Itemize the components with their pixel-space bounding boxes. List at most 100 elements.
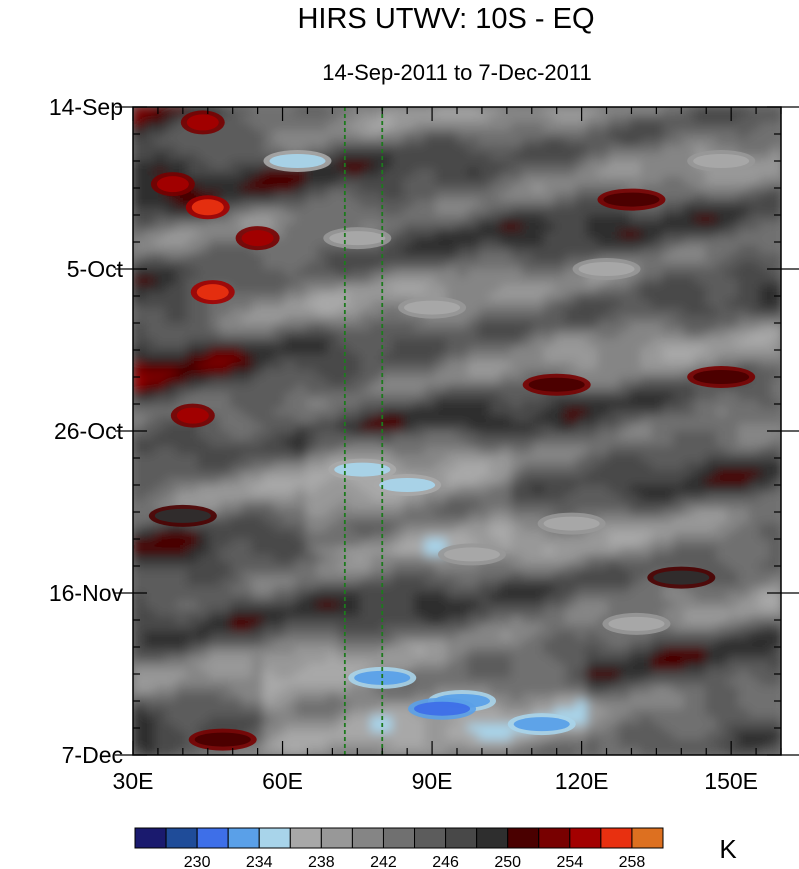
field-cell (629, 338, 642, 347)
field-cell (597, 593, 609, 602)
field-cell (575, 438, 588, 448)
field-cell (187, 315, 199, 324)
field-cell (165, 369, 177, 378)
field-cell (273, 685, 285, 695)
field-cell (251, 307, 264, 317)
field-cell (446, 353, 458, 363)
field-cell (338, 492, 350, 502)
field-cell (586, 122, 599, 131)
field-cell (349, 130, 361, 139)
field-cell (500, 392, 512, 401)
field-cell (727, 585, 739, 594)
field-cell (327, 384, 339, 394)
field-cell (392, 469, 404, 479)
field-cell (457, 677, 469, 687)
field-cell (619, 107, 631, 116)
field-cell (295, 276, 307, 286)
field-cell (316, 654, 329, 664)
field-cell (424, 431, 437, 440)
field-cell (500, 137, 512, 147)
field-cell (435, 330, 447, 340)
field-cell (500, 369, 512, 378)
field-cell (187, 469, 199, 479)
field-cell (392, 107, 404, 116)
field-cell (241, 500, 253, 509)
field-cell (349, 731, 361, 741)
field-cell (673, 130, 685, 139)
field-cell (424, 353, 437, 363)
field-cell (133, 546, 145, 556)
field-cell (392, 608, 404, 617)
field-cell (424, 569, 437, 579)
field-cell (683, 122, 696, 131)
field-cell (770, 485, 781, 494)
field-cell (133, 485, 145, 494)
field-cell (273, 215, 285, 224)
field-cell (133, 685, 145, 695)
field-cell (521, 191, 534, 201)
field-cell (565, 539, 577, 548)
field-cell (230, 469, 242, 479)
field-cell (457, 593, 469, 602)
field-cell (381, 107, 393, 116)
field-cell (338, 346, 350, 355)
field-cell (295, 531, 307, 540)
field-cell (565, 731, 577, 741)
field-cell (521, 608, 534, 617)
field-cell (143, 269, 156, 278)
field-cell (521, 330, 534, 340)
field-cell (424, 423, 437, 432)
field-cell (370, 307, 383, 317)
field-cell (273, 230, 285, 239)
field-cell (662, 446, 674, 455)
field-cell (273, 639, 285, 648)
field-cell (597, 176, 609, 185)
field-cell (586, 739, 599, 749)
field-cell (467, 577, 480, 587)
field-cell (349, 261, 361, 270)
field-cell (565, 207, 577, 216)
field-cell (554, 253, 566, 263)
field-cell (532, 261, 545, 270)
field-cell (143, 508, 156, 517)
field-cell (640, 222, 653, 232)
field-cell (241, 492, 253, 502)
field-cell (403, 215, 415, 224)
field-cell (133, 623, 145, 633)
field-cell (683, 168, 696, 178)
field-cell (403, 431, 415, 440)
field-cell (381, 245, 393, 255)
field-cell (554, 647, 566, 656)
field-cell (316, 107, 329, 116)
field-cell (316, 639, 329, 648)
field-cell (165, 631, 177, 641)
field-cell (187, 438, 199, 448)
field-cell (478, 724, 491, 733)
field-cell (284, 423, 296, 432)
field-cell (143, 400, 156, 409)
field-cell (511, 215, 523, 224)
field-cell (359, 222, 372, 232)
field-cell (737, 353, 750, 363)
field-cell (683, 716, 696, 725)
field-cell (727, 662, 739, 671)
field-cell (489, 215, 501, 224)
field-cell (208, 670, 221, 679)
field-cell (705, 253, 717, 263)
field-cell (327, 137, 339, 147)
field-cell (446, 616, 458, 625)
field-cell (284, 454, 296, 463)
field-cell (457, 716, 469, 725)
field-cell (327, 361, 339, 371)
field-cell (381, 739, 393, 749)
field-cell (403, 245, 415, 255)
field-cell (489, 431, 501, 440)
field-cell (511, 130, 523, 139)
field-cell (219, 423, 231, 432)
field-cell (230, 323, 242, 332)
field-cell (133, 639, 145, 648)
field-cell (403, 392, 415, 401)
field-cell (673, 461, 685, 471)
field-cell (673, 207, 685, 216)
field-cell (489, 284, 501, 293)
